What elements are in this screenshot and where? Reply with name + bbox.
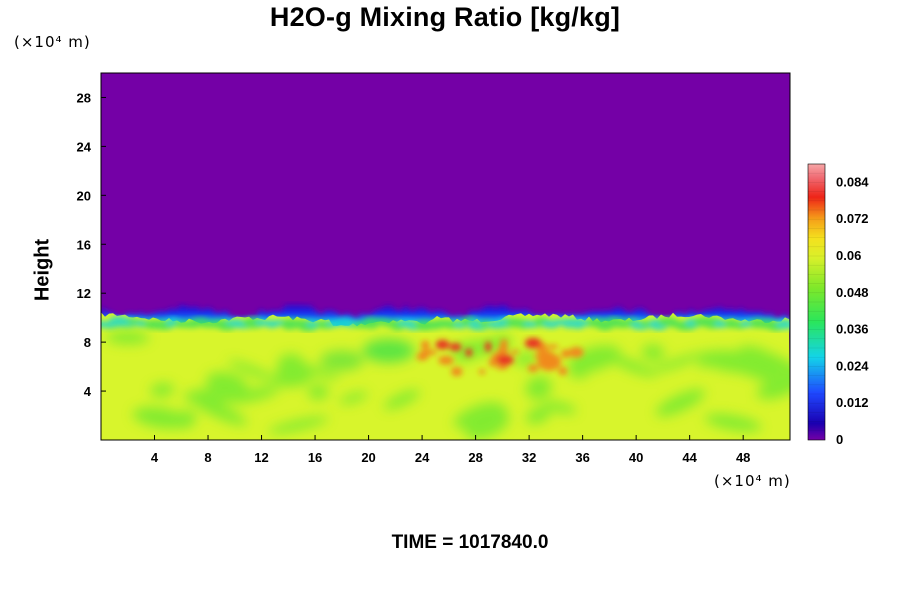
green-patch (740, 345, 790, 374)
green-patch (525, 406, 551, 424)
y-tick-label: 8 (84, 335, 91, 350)
green-patch (567, 364, 588, 379)
colorbar (807, 163, 826, 441)
chart-title: H2O-g Mixing Ratio [kg/kg] (269, 2, 621, 32)
plot-frame (100, 72, 791, 441)
max-cell (524, 337, 542, 349)
green-patch (277, 353, 307, 380)
max-cell (484, 341, 492, 353)
colorbar-tick-label: 0.024 (836, 358, 869, 373)
colorbar-bands (808, 172, 825, 432)
green-patch (648, 352, 705, 374)
x-tick-label: 44 (682, 450, 697, 465)
green-patch (307, 384, 329, 400)
colorbar-tick-label: 0.036 (836, 322, 869, 337)
colorbar-tick-label: 0.084 (836, 174, 869, 189)
max-cell (510, 350, 519, 355)
x-tick-label: 8 (204, 450, 211, 465)
green-patch (756, 374, 790, 400)
moist-region (101, 312, 790, 440)
fringe-cell (775, 319, 790, 330)
y-axis-ticks: 4 8 12 16 20 24 28 (77, 90, 106, 399)
max-cell (546, 344, 559, 349)
max-cell (419, 349, 438, 356)
colorbar-tick-label: 0.072 (836, 211, 869, 226)
green-patch (227, 386, 280, 404)
max-cell (465, 348, 473, 357)
x-tick-label: 32 (522, 450, 536, 465)
max-cell (435, 339, 450, 350)
max-cell (497, 345, 508, 356)
max-cell (416, 353, 429, 361)
green-patch (268, 416, 329, 434)
green-patch (339, 391, 368, 404)
green-patch-center (362, 338, 415, 363)
max-cell (488, 357, 498, 367)
green-patch (734, 352, 780, 381)
time-label: TIME = 1017840.0 (391, 532, 549, 553)
x-tick-label: 40 (629, 450, 643, 465)
green-patch-center-2 (319, 350, 364, 371)
max-cell (478, 369, 486, 375)
green-patch (228, 360, 278, 382)
green-patch (641, 344, 665, 361)
max-cell (420, 340, 430, 350)
green-patch (105, 331, 150, 345)
y-tick-label: 28 (77, 90, 91, 105)
x-tick-label: 24 (415, 450, 430, 465)
x-tick-label: 28 (468, 450, 482, 465)
max-cell (558, 367, 568, 376)
colorbar-tick-label: 0 (836, 432, 843, 447)
x-tick-label: 4 (151, 450, 159, 465)
y-axis-unit: (×10⁴ m) (14, 33, 91, 51)
orange-red-maxima (416, 337, 584, 377)
max-cell (438, 355, 454, 365)
green-patch (150, 383, 175, 397)
y-tick-label: 24 (77, 139, 92, 154)
green-patch (206, 372, 248, 396)
x-axis-unit: (×10⁴ m) (714, 472, 791, 490)
green-patch (655, 389, 706, 417)
green-patches (105, 331, 790, 440)
green-patch (704, 413, 762, 432)
max-cell (496, 354, 514, 366)
x-tick-label: 12 (254, 450, 268, 465)
y-tick-label: 4 (84, 384, 92, 399)
max-cell (500, 338, 508, 348)
green-patch (132, 406, 189, 429)
green-patch (525, 376, 552, 400)
max-cell (527, 364, 539, 372)
green-patch (543, 401, 577, 414)
green-patch (607, 354, 656, 377)
y-tick-label: 16 (77, 237, 91, 252)
mixing-ratio-field (101, 73, 790, 440)
x-tick-label: 16 (308, 450, 322, 465)
max-cell (561, 349, 571, 359)
colorbar-ticks: 0 0.012 0.024 0.036 0.048 0.06 0.072 0.084 (836, 174, 869, 447)
max-cell-main (537, 352, 562, 371)
x-tick-label: 48 (736, 450, 750, 465)
boundary-fringe (101, 316, 790, 332)
max-cell (568, 347, 584, 358)
x-tick-label: 36 (575, 450, 589, 465)
y-tick-label: 20 (77, 188, 91, 203)
green-patch (465, 402, 507, 425)
colorbar-tick-label: 0.048 (836, 285, 869, 300)
x-tick-label: 20 (361, 450, 375, 465)
y-tick-label: 12 (77, 286, 91, 301)
green-patch (383, 389, 421, 410)
green-patch (190, 396, 248, 426)
max-cell (495, 364, 509, 370)
max-cell-red (449, 343, 462, 352)
green-patch (513, 352, 539, 366)
x-axis-ticks: 4 8 12 16 20 24 28 32 36 40 44 48 (151, 435, 750, 465)
colorbar-tick-label: 0.012 (836, 395, 869, 410)
max-cell (451, 366, 463, 377)
colorbar-tick-label: 0.06 (836, 248, 861, 263)
